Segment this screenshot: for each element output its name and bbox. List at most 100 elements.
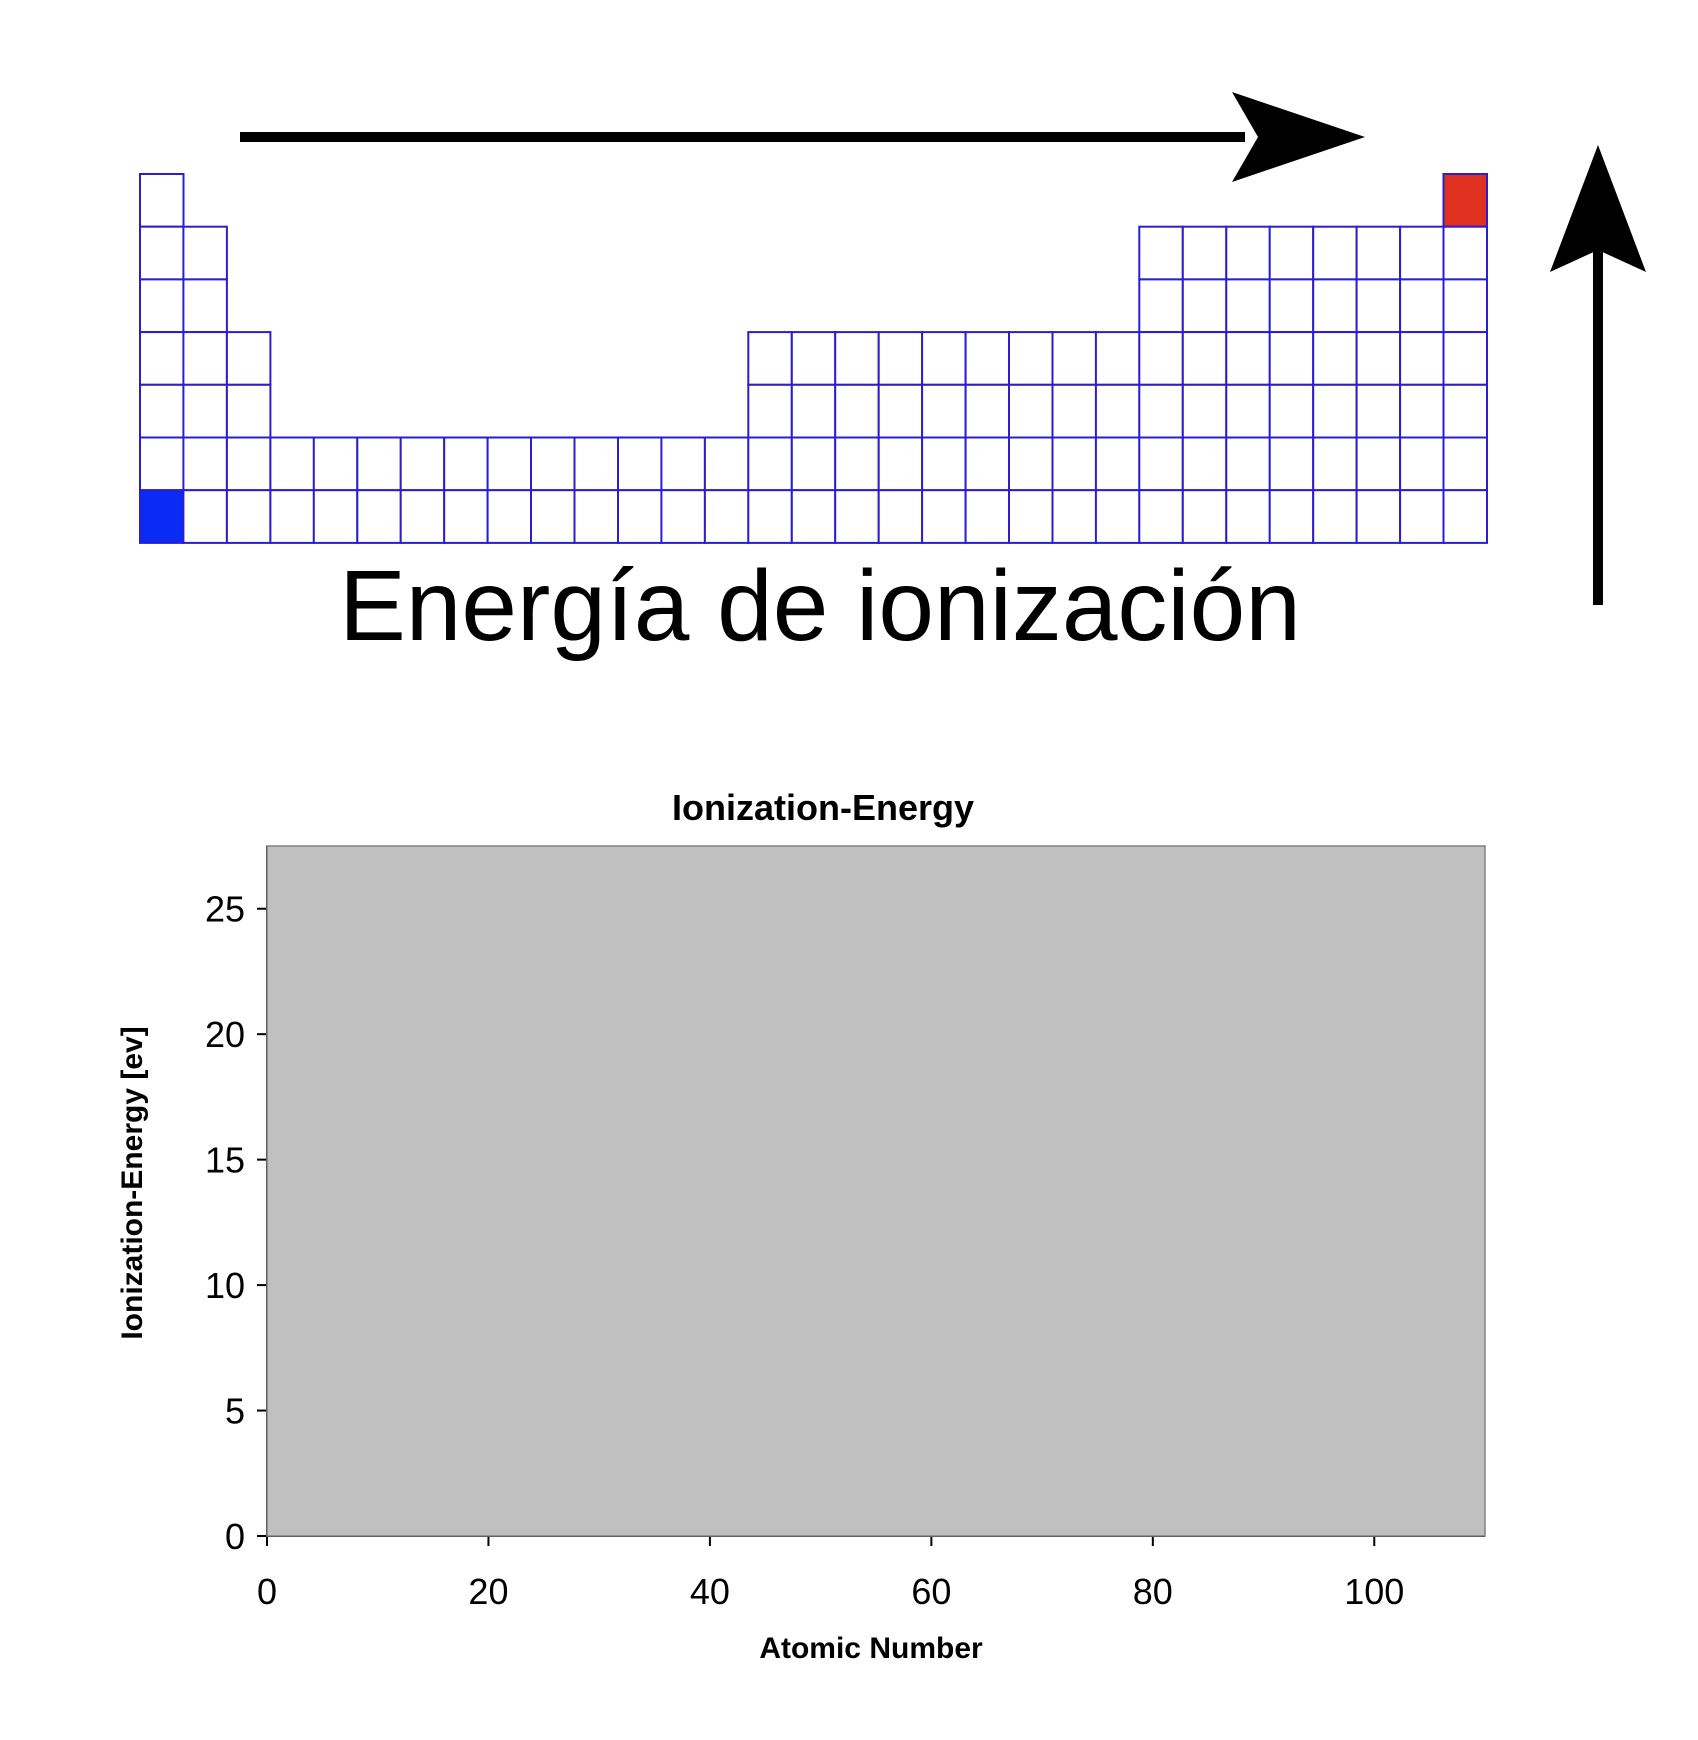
- table-cell: [1442, 331, 1488, 386]
- table-cell-lowest: [139, 489, 185, 544]
- table-cell: [1355, 278, 1402, 334]
- table-cell: [834, 383, 880, 439]
- table-cell: [1312, 383, 1358, 439]
- table-cell: [1051, 489, 1097, 544]
- table-cell: [139, 278, 185, 334]
- table-cell: [182, 383, 228, 439]
- table-cell: [1181, 383, 1228, 439]
- table-cell: [1138, 489, 1184, 544]
- table-cell: [1181, 331, 1228, 386]
- table-cell: [1442, 436, 1488, 492]
- ionization-energy-chart: Ionization-Energy 0 5 10 15 20 25 0 20 40 60 80 10…: [116, 787, 1486, 1665]
- table-cell: [1138, 331, 1184, 386]
- y-tick-label: 10: [205, 1265, 245, 1306]
- table-cell: [1355, 383, 1402, 439]
- table-cell: [1268, 278, 1315, 334]
- x-axis-label: Atomic Number: [759, 1632, 983, 1665]
- table-cell: [747, 331, 793, 386]
- table-cell: [530, 489, 576, 544]
- table-cell: [356, 489, 402, 544]
- table-cell: [1312, 331, 1358, 386]
- table-cell: [964, 489, 1011, 544]
- table-cell: [617, 436, 663, 492]
- table-cell: [139, 436, 185, 492]
- table-cell: [877, 331, 924, 386]
- table-cell: [877, 383, 924, 439]
- table-cell: [312, 436, 359, 492]
- table-cell: [1442, 278, 1488, 334]
- table-cell: [1225, 331, 1271, 386]
- table-cell: [356, 436, 402, 492]
- table-cell: [921, 436, 967, 492]
- table-cell: [1008, 383, 1054, 439]
- table-cell: [1138, 436, 1184, 492]
- table-cell: [1138, 383, 1184, 439]
- table-cell: [182, 489, 228, 544]
- table-cell: [921, 489, 967, 544]
- table-cell: [1094, 383, 1141, 439]
- table-cell: [834, 436, 880, 492]
- table-cell: [1399, 331, 1445, 386]
- table-cell: [312, 489, 359, 544]
- table-cell: [1442, 489, 1488, 544]
- right-arrow-icon: [240, 92, 1365, 182]
- y-tick-label: 15: [205, 1140, 245, 1181]
- table-cell: [225, 331, 272, 386]
- table-cell: [1008, 489, 1054, 544]
- table-cell: [1355, 225, 1402, 281]
- table-cell: [1399, 278, 1445, 334]
- table-cell: [1225, 489, 1271, 544]
- x-tick-label: 100: [1344, 1571, 1404, 1612]
- table-cell: [1225, 278, 1271, 334]
- table-cell: [1399, 436, 1445, 492]
- table-cell: [921, 383, 967, 439]
- chart-title: Ionization-Energy: [672, 787, 974, 828]
- table-cell: [1181, 489, 1228, 544]
- table-cell: [573, 489, 619, 544]
- table-cell: [964, 436, 1011, 492]
- table-cell: [703, 436, 750, 492]
- table-cell: [1268, 436, 1315, 492]
- table-cell: [1312, 225, 1358, 281]
- table-cell: [1355, 331, 1402, 386]
- table-cell: [1312, 489, 1358, 544]
- y-tick-label: 25: [205, 889, 245, 930]
- table-cell: [1051, 331, 1097, 386]
- table-cell: [269, 489, 315, 544]
- table-cell: [1138, 278, 1184, 334]
- table-cell: [1355, 436, 1402, 492]
- table-cell: [139, 225, 185, 281]
- table-cell: [747, 383, 793, 439]
- table-cell: [964, 383, 1011, 439]
- table-cell: [834, 331, 880, 386]
- table-cell: [790, 331, 837, 386]
- table-cell: [573, 436, 619, 492]
- table-cell: [1442, 225, 1488, 281]
- table-cell: [1312, 436, 1358, 492]
- table-cell: [747, 489, 793, 544]
- table-cell: [1442, 383, 1488, 439]
- x-axis-ticks: 0 20 40 60 80 100: [257, 1536, 1404, 1612]
- table-cell: [182, 331, 228, 386]
- table-cell: [964, 331, 1011, 386]
- table-cell: [1399, 489, 1445, 544]
- table-cell: [182, 225, 228, 281]
- table-cell: [182, 278, 228, 334]
- table-cell: [486, 489, 533, 544]
- y-axis-label: Ionization-Energy [ev]: [116, 1026, 149, 1339]
- x-tick-label: 20: [468, 1571, 508, 1612]
- table-cell-highest: [1442, 173, 1488, 228]
- table-cell: [399, 489, 446, 544]
- table-cell: [1094, 489, 1141, 544]
- table-cell: [139, 331, 185, 386]
- table-cell: [1399, 383, 1445, 439]
- table-cell: [660, 489, 706, 544]
- table-cell: [269, 436, 315, 492]
- table-cell: [747, 436, 793, 492]
- table-cell: [921, 331, 967, 386]
- table-cell: [1094, 331, 1141, 386]
- table-cell: [399, 436, 446, 492]
- table-cell: [660, 436, 706, 492]
- table-cell: [790, 383, 837, 439]
